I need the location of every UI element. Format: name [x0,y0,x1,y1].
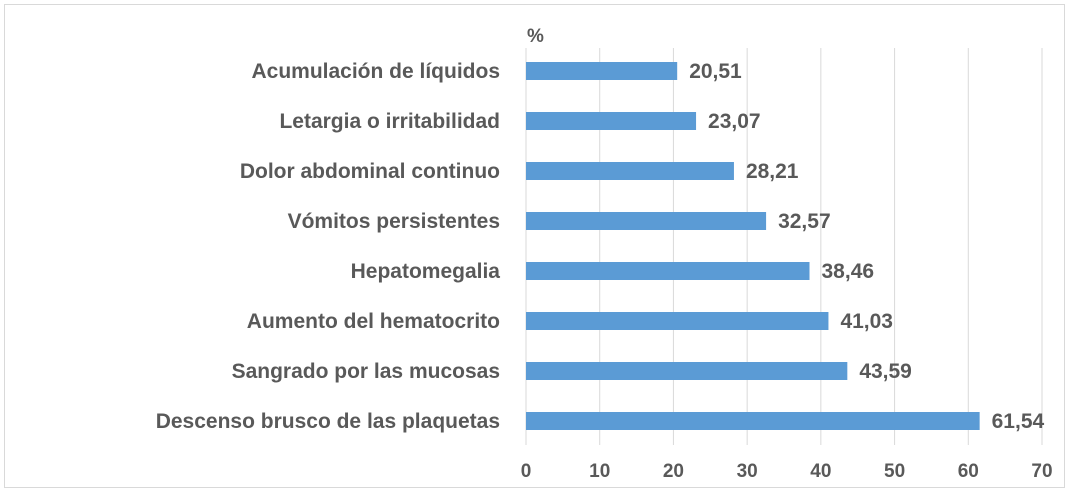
grid-layer [525,48,1043,445]
data-label: 38,46 [822,260,875,283]
x-tick-label: 10 [589,461,610,482]
bar [526,112,697,130]
data-label: 43,59 [859,360,912,383]
bar [526,262,810,280]
label-layer: 0 10 20 30 40 50 60 70 Acumulación de líquidos 20… [156,60,1053,482]
data-label: 32,57 [778,210,831,233]
x-tick-label: 0 [521,461,532,482]
category-label: Aumento del hematocrito [247,310,500,333]
chart-frame [4,4,1065,488]
category-label: Vómitos persistentes [288,210,500,233]
x-tick-label: 60 [958,461,979,482]
bar [526,162,734,180]
data-label: 61,54 [992,410,1045,433]
bar-layer [526,62,980,430]
category-label: Sangrado por las mucosas [232,360,500,383]
bar [526,212,767,230]
category-label: Letargia o irritabilidad [279,110,500,133]
bar [526,312,829,330]
x-tick-label: 30 [737,461,758,482]
data-label: 20,51 [689,60,742,83]
category-label: Dolor abdominal continuo [240,160,500,183]
category-label: Acumulación de líquidos [251,60,500,83]
x-tick-label: 50 [884,461,905,482]
unit-label: % [527,26,544,47]
bar [526,362,848,380]
data-label: 23,07 [708,110,761,133]
data-label: 41,03 [840,310,893,333]
category-label: Descenso brusco de las plaquetas [156,410,500,433]
data-label: 28,21 [746,160,799,183]
category-label: Hepatomegalia [351,260,501,283]
x-tick-label: 40 [810,461,831,482]
bar [526,412,980,430]
bar [526,62,678,80]
x-tick-label: 20 [663,461,684,482]
x-tick-label: 70 [1031,461,1052,482]
